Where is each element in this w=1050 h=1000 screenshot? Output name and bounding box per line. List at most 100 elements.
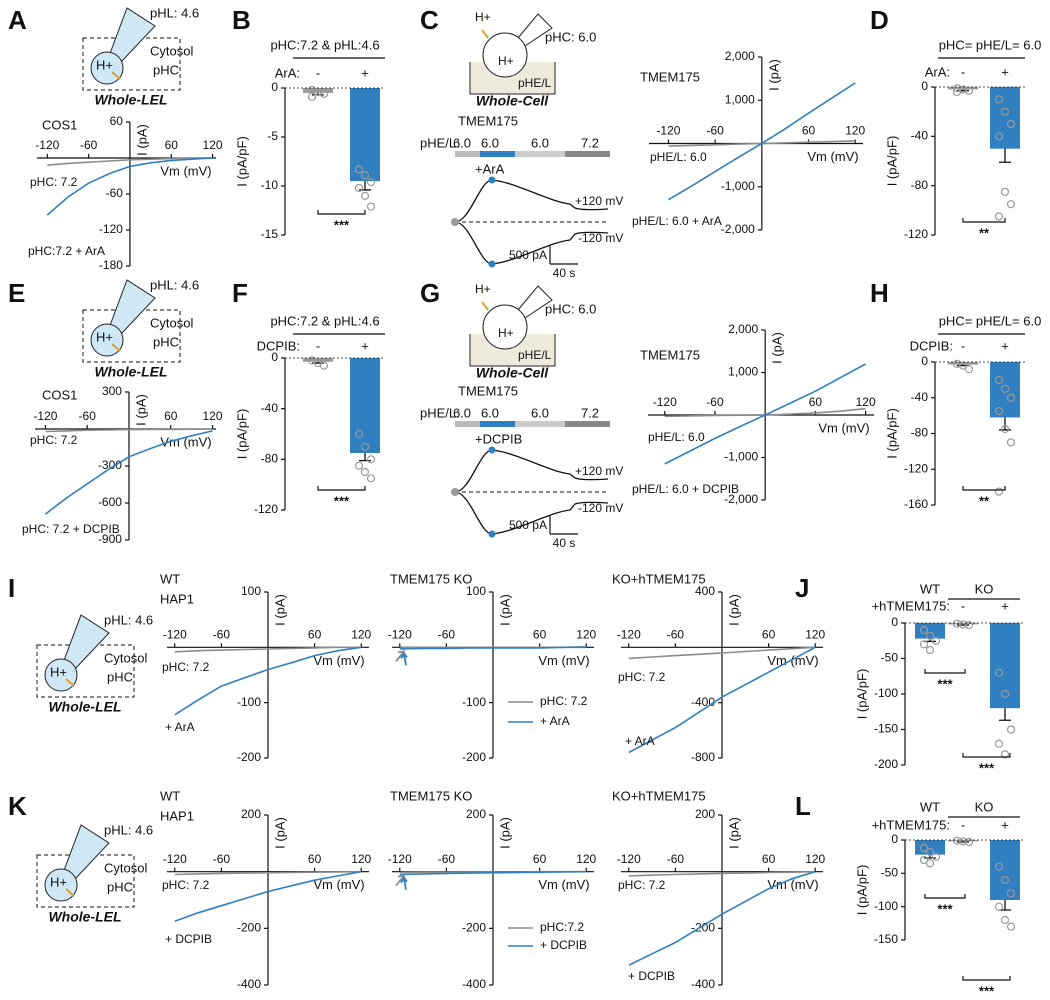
y-tick-label: -120 <box>904 461 928 475</box>
series-label: pHC: 7.2 <box>162 878 210 892</box>
chart-title: WT <box>160 788 180 803</box>
x-tick-label: -120 <box>388 852 412 866</box>
ion-out: H+ <box>475 10 491 24</box>
x-tick-label: -120 <box>653 395 677 409</box>
category-label: + <box>1001 338 1009 353</box>
x-axis-label: Vm (mV) <box>313 653 364 668</box>
scale-label: 40 s <box>553 536 576 550</box>
series-label: pHC: 7.2 <box>618 878 666 892</box>
dashed-box <box>36 644 135 698</box>
y-axis-label: I (pA/pF) <box>884 136 899 187</box>
y-tick-label: 100 <box>466 584 486 598</box>
data-point <box>919 640 929 649</box>
series-label: pHE/L: 6.0 <box>650 150 707 164</box>
y-tick-label: -120 <box>254 502 278 516</box>
drug-label: +DCPIB <box>475 431 522 446</box>
x-axis-label: Vm (mV) <box>767 653 818 668</box>
arrow <box>400 876 408 890</box>
row-label: ArA: <box>275 65 300 80</box>
bath-label: pHE/L <box>518 348 552 362</box>
series-label: pHC: 7.2 <box>162 660 210 674</box>
cytosol-label: Cytosol <box>150 315 193 330</box>
x-tick-label: 120 <box>805 852 825 866</box>
y-tick-label: -40 <box>261 401 279 415</box>
ion-label: H+ <box>96 57 113 72</box>
panel-letter: C <box>420 5 439 35</box>
y-tick-label: 1,000 <box>728 365 758 379</box>
x-tick-label: -120 <box>388 628 412 642</box>
legend-label: + DCPIB <box>540 938 587 952</box>
protocol-step: 6.0 <box>531 405 549 420</box>
iv-trace <box>174 870 362 876</box>
category-label: + <box>1001 817 1009 832</box>
data-point <box>994 862 1004 871</box>
x-tick-label: 60 <box>165 138 179 152</box>
voltage-label: +120 mV <box>575 194 623 208</box>
category-label: + <box>1001 64 1009 79</box>
x-tick-label: -60 <box>667 628 685 642</box>
ion-label: H+ <box>96 329 113 344</box>
y-axis-label: I (pA) <box>770 332 785 364</box>
y-tick-label: 0 <box>921 354 928 368</box>
y-tick-label: -400 <box>691 695 715 709</box>
data-point <box>952 84 962 93</box>
y-tick-label: -1,000 <box>724 450 758 464</box>
x-tick-label: -60 <box>438 628 456 642</box>
data-point <box>366 177 376 187</box>
data-point <box>925 847 935 857</box>
protocol-step: 7.2 <box>581 135 599 150</box>
significance-bracket <box>962 753 1011 758</box>
cytosol-ph: pHC <box>107 879 133 894</box>
ion-in: H+ <box>498 326 514 340</box>
cytosol-ph: pHC <box>153 334 179 349</box>
pipette-label: pHL: 4.6 <box>104 822 153 837</box>
y-tick-label: -400 <box>237 977 261 991</box>
dashed-box <box>82 309 181 363</box>
data-point <box>994 375 1004 384</box>
data-point <box>354 461 364 470</box>
y-tick-label: -100 <box>874 899 898 913</box>
data-point <box>925 859 935 868</box>
bar <box>948 840 978 842</box>
trace-down <box>454 221 609 265</box>
y-axis-label: I (pA/pF) <box>854 669 869 720</box>
x-tick-label: 60 <box>809 395 823 409</box>
panel-letter: J <box>795 573 809 603</box>
category-label: - <box>961 598 965 613</box>
row-label: DCPIB: <box>910 338 953 353</box>
panel-letter: F <box>232 278 248 308</box>
protocol-title: TMEM175 <box>458 113 518 128</box>
category-label: - <box>316 65 320 80</box>
significance-bracket <box>924 669 966 674</box>
data-point <box>1006 200 1016 209</box>
y-tick-label: -40 <box>911 129 929 143</box>
group-label: WT <box>920 581 940 596</box>
x-tick-label: 60 <box>308 628 322 642</box>
ion-in: H+ <box>498 54 514 68</box>
x-tick-label: 120 <box>351 852 371 866</box>
y-tick-label: 400 <box>695 584 715 598</box>
pipette-label: pHL: 4.6 <box>150 277 199 292</box>
y-tick-label: -200 <box>462 750 486 764</box>
category-label: - <box>961 64 965 79</box>
panel-letter: A <box>8 5 27 35</box>
x-tick-label: -120 <box>33 409 57 423</box>
peak-dot <box>488 530 496 538</box>
x-axis-label: Vm (mV) <box>160 434 211 449</box>
protocol-step: 6.0 <box>531 135 549 150</box>
series-label: + DCPIB <box>628 969 675 983</box>
significance-label: *** <box>334 217 350 232</box>
y-axis-label: I (pA/pF) <box>234 409 249 460</box>
dashed-box <box>82 37 181 91</box>
x-tick-label: 60 <box>802 124 816 138</box>
data-point <box>994 902 1004 911</box>
y-tick-label: -15 <box>261 227 279 241</box>
data-point <box>994 487 1004 496</box>
x-tick-label: -60 <box>706 124 724 138</box>
data-point <box>994 739 1004 748</box>
series-label: pHE/L: 6.0 <box>648 430 705 444</box>
bath-wall <box>469 62 556 95</box>
protocol-title: TMEM175 <box>458 383 518 398</box>
x-tick-label: -120 <box>656 124 680 138</box>
